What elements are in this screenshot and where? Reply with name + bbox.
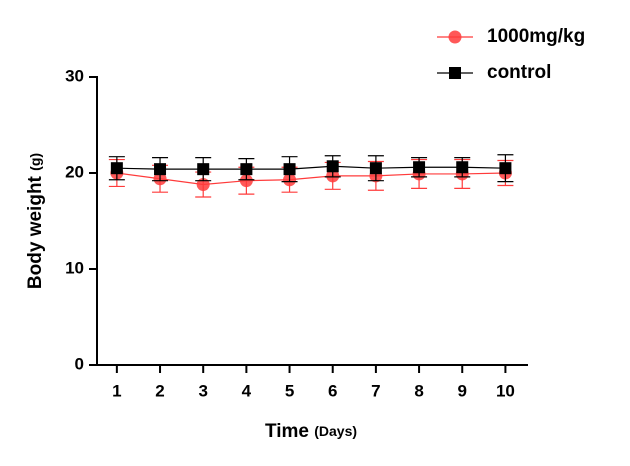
x-tick-label: 3 <box>198 381 207 400</box>
data-point <box>326 160 339 173</box>
data-point <box>197 163 210 176</box>
data-point <box>239 174 253 188</box>
x-axis-title-main: Time <box>265 421 309 442</box>
y-tick-label: 20 <box>65 162 84 181</box>
legend-marker <box>448 30 462 44</box>
data-point <box>154 163 167 176</box>
x-tick-label: 9 <box>458 381 467 400</box>
legend-label: control <box>487 62 551 83</box>
series-line <box>116 172 506 186</box>
data-point <box>240 163 253 176</box>
series-line <box>116 165 506 170</box>
x-tick-label: 8 <box>414 381 423 400</box>
x-tick-label: 1 <box>112 381 121 400</box>
y-axis-title: Body weight (g) <box>25 153 46 289</box>
data-point <box>369 162 382 175</box>
data-point <box>413 161 426 174</box>
legend-label: 1000mg/kg <box>487 26 585 47</box>
data-point <box>456 161 469 174</box>
y-tick-label: 10 <box>65 258 84 277</box>
y-axis-title-unit: (g) <box>27 153 43 171</box>
y-tick-label: 30 <box>65 66 84 85</box>
y-tick-label: 0 <box>75 354 84 373</box>
x-tick-label: 6 <box>328 381 337 400</box>
x-tick-label: 2 <box>155 381 164 400</box>
x-tick-label: 4 <box>242 381 252 400</box>
x-tick-label: 7 <box>371 381 380 400</box>
x-tick-label: 10 <box>496 381 515 400</box>
x-axis-title: Time (Days) <box>265 421 357 442</box>
data-point <box>110 162 123 175</box>
x-axis-title-unit: (Days) <box>314 423 357 439</box>
data-point <box>283 163 296 176</box>
legend-marker <box>449 67 461 79</box>
y-axis-title-main: Body weight <box>25 175 46 289</box>
x-tick-label: 5 <box>285 381 294 400</box>
data-point <box>499 162 512 175</box>
